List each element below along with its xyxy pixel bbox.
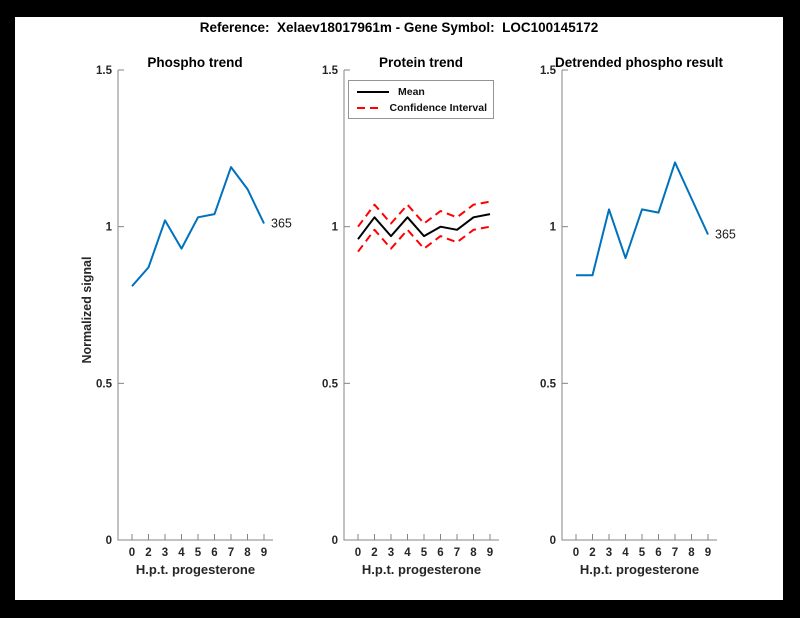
series-line-2 (357, 225, 491, 253)
x-tick-label: 2 (371, 547, 377, 559)
x-tick-label: 5 (195, 547, 202, 559)
x-tick-label: 3 (162, 547, 168, 559)
y-tick-label: 0.5 (96, 378, 113, 390)
x-tick-label: 5 (421, 547, 428, 559)
legend-label-mean: Mean (398, 85, 425, 98)
x-axis-label: H.p.t. progesterone (362, 562, 481, 577)
x-tick-label: 7 (672, 547, 678, 559)
x-tick-label: 8 (470, 547, 477, 559)
y-tick-label: 0.5 (540, 378, 557, 390)
x-tick-label: 6 (211, 547, 217, 559)
subplot-title-protein-trend: Protein trend (378, 55, 463, 70)
y-tick-label: 1 (106, 222, 113, 234)
x-tick-label: 0 (355, 547, 361, 559)
x-tick-label: 7 (454, 547, 460, 559)
x-tick-label: 8 (688, 547, 695, 559)
subplot-title-detrended-phospho-result: Detrended phospho result (554, 55, 723, 70)
y-tick-label: 1 (550, 222, 557, 234)
x-tick-label: 4 (178, 547, 185, 559)
series-line-1 (357, 200, 491, 228)
y-tick-label: 1.5 (322, 65, 339, 77)
y-tick-label: 0 (106, 535, 112, 547)
x-tick-label: 2 (145, 547, 151, 559)
x-tick-label: 0 (129, 547, 135, 559)
subplot-title-phospho-trend: Phospho trend (147, 55, 243, 70)
x-tick-label: 9 (261, 547, 267, 559)
endpoint-annotation: 365 (715, 228, 736, 242)
x-tick-label: 3 (388, 547, 394, 559)
y-tick-label: 0 (332, 535, 338, 547)
legend-entry-confidence-interval: Confidence Interval (355, 101, 487, 114)
x-tick-label: 2 (589, 547, 595, 559)
protein-trend-plot: 00.511.50 2 3 4 5 6 7 8 9H.p.t. progesterone (322, 65, 499, 577)
x-tick-label: 9 (487, 547, 493, 559)
axis-spines (117, 70, 273, 541)
x-tick-label: 6 (437, 547, 443, 559)
series-line-0 (576, 161, 709, 277)
x-tick-label: 5 (639, 547, 646, 559)
y-tick-label: 0.5 (322, 378, 339, 390)
x-axis-label: H.p.t. progesterone (136, 562, 255, 577)
y-tick-label: 1.5 (540, 65, 557, 77)
y-tick-label: 0 (550, 535, 556, 547)
x-axis-label: H.p.t. progesterone (580, 562, 699, 577)
x-tick-label: 7 (228, 547, 234, 559)
figure-title: Reference: Xelaev18017961m - Gene Symbol… (199, 20, 599, 35)
endpoint-annotation: 365 (271, 217, 292, 231)
x-tick-label: 8 (244, 547, 251, 559)
legend: Mean Confidence Interval (348, 80, 494, 119)
series-line-0 (357, 213, 491, 240)
x-tick-label: 0 (573, 547, 579, 559)
mean-line-swatch-icon (357, 90, 389, 93)
axis-spines (343, 70, 499, 541)
figure-canvas: Reference: Xelaev18017961m - Gene Symbol… (15, 17, 783, 600)
x-tick-label: 9 (705, 547, 711, 559)
legend-entry-mean: Mean (355, 85, 487, 98)
y-tick-label: 1.5 (96, 65, 113, 77)
x-tick-label: 4 (404, 547, 411, 559)
legend-label-confidence-interval: Confidence Interval (389, 101, 487, 114)
x-tick-label: 4 (622, 547, 629, 559)
x-tick-label: 3 (606, 547, 612, 559)
x-tick-label: 6 (655, 547, 661, 559)
confidence-interval-line-swatch-icon (357, 106, 383, 109)
axis-spines (561, 70, 717, 541)
series-line-0 (131, 166, 265, 287)
y-tick-label: 1 (332, 222, 339, 234)
